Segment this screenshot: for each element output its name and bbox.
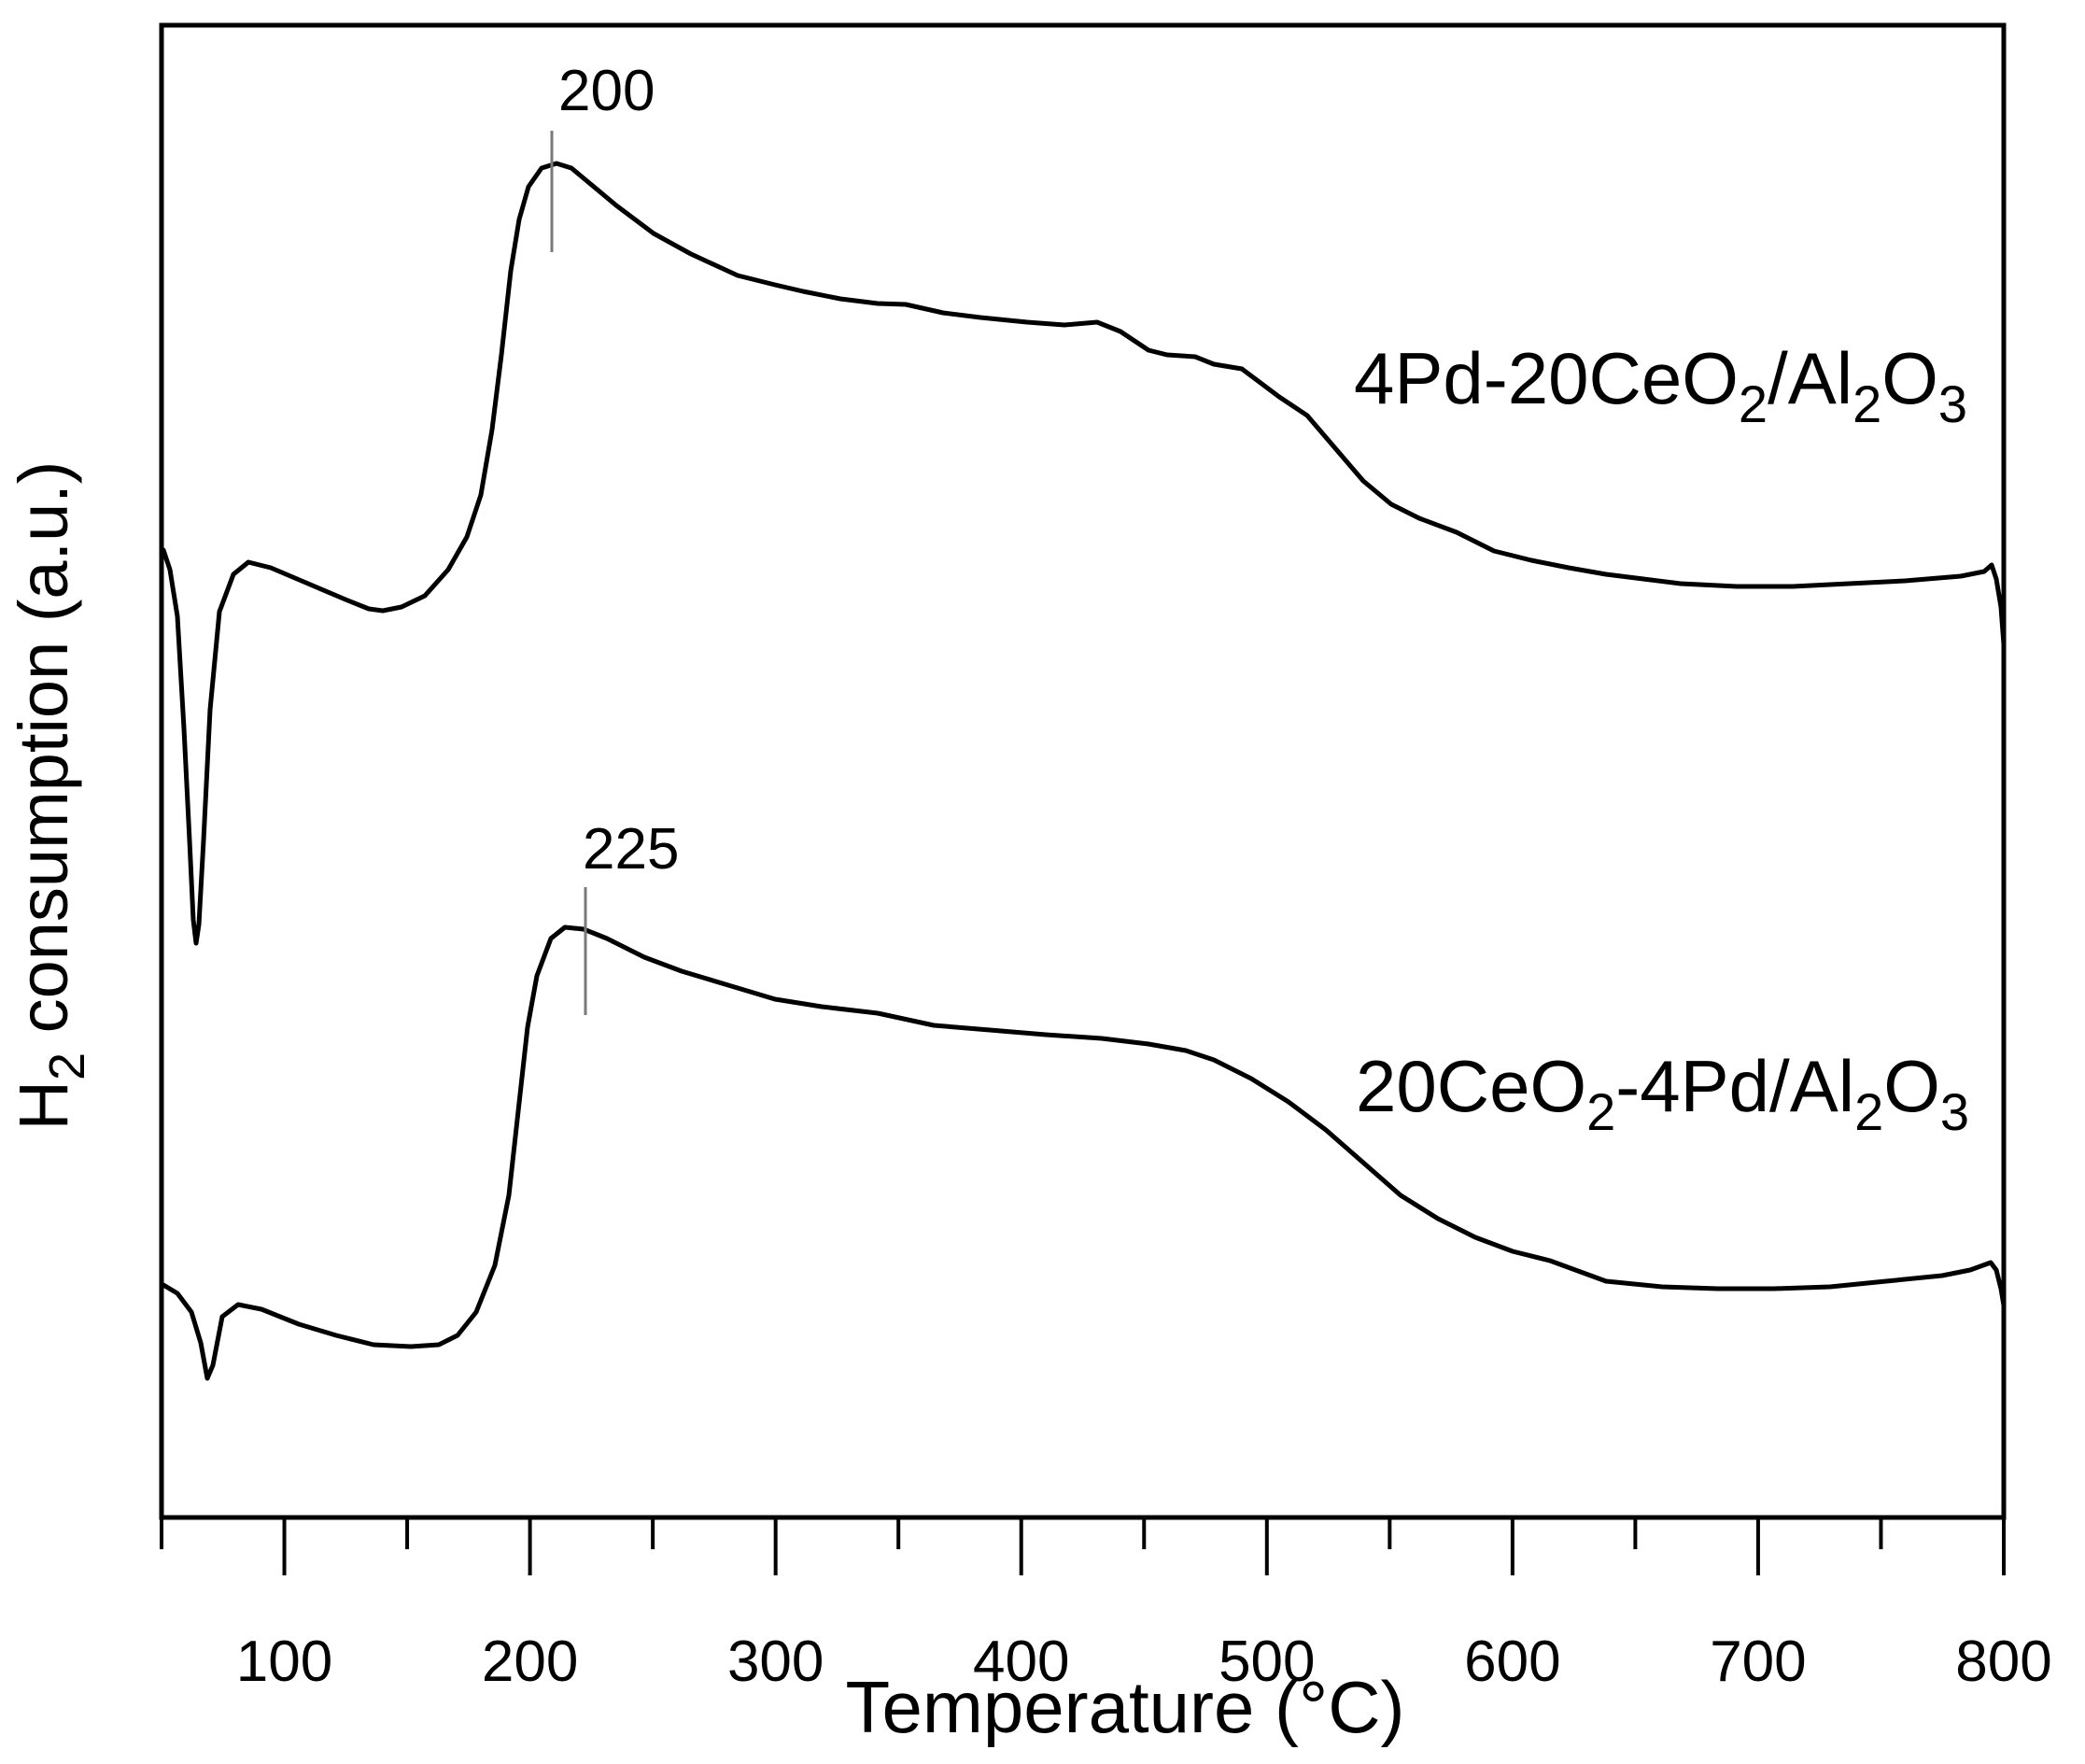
y-axis-title: H2 consumption (a.u.) xyxy=(5,461,95,1131)
curve-20ceo2-4pd-al2o3 xyxy=(161,924,2007,1381)
x-axis-ticks: 100 200 300 400 500 600 700 800 xyxy=(160,1517,2052,1694)
series-label-bottom: 20CeO2-4Pd/Al2O3 xyxy=(1356,1045,1969,1141)
x-tick-label: 800 xyxy=(1955,1630,2051,1694)
x-tick-label: 600 xyxy=(1464,1630,1560,1694)
series-label-top: 4Pd-20CeO2/Al2O3 xyxy=(1354,337,1967,433)
plot-frame xyxy=(159,22,2007,1520)
curve-4pd-20ceo2-al2o3 xyxy=(161,161,2007,946)
x-tick-label: 300 xyxy=(727,1630,824,1694)
x-tick-label: 200 xyxy=(482,1630,578,1694)
x-axis-title: Temperature (°C) xyxy=(845,1666,1404,1748)
x-tick-label: 500 xyxy=(1219,1630,1315,1694)
peak-label-bottom: 225 xyxy=(583,817,679,882)
peak-label-top: 200 xyxy=(558,59,655,123)
x-tick-label: 400 xyxy=(973,1630,1069,1694)
x-tick-label: 700 xyxy=(1710,1630,1806,1694)
x-tick-label: 100 xyxy=(236,1630,332,1694)
